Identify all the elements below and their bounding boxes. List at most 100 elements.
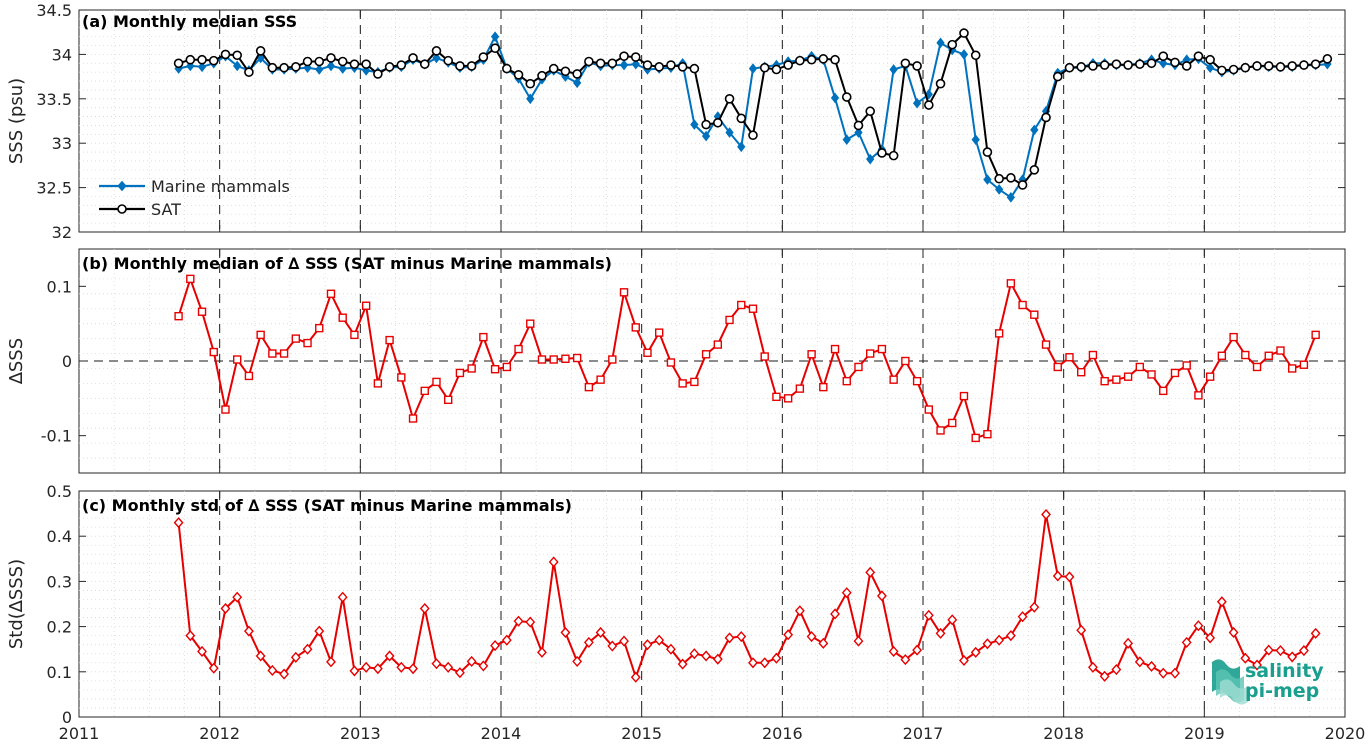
- data-point-delta: [1018, 300, 1027, 310]
- legend-marker-sat: [117, 204, 127, 214]
- data-point-marine: [725, 127, 734, 138]
- data-point-std: [806, 630, 817, 643]
- data-point-sat: [173, 58, 184, 69]
- data-point-sat: [525, 78, 536, 89]
- y-tick-label: 0.5: [47, 482, 72, 501]
- data-point-std: [1146, 660, 1157, 672]
- data-point-sat: [841, 92, 852, 102]
- data-point-delta: [315, 323, 324, 333]
- data-point-std: [490, 640, 501, 652]
- panel-a-title: (a) Monthly median SSS: [82, 12, 297, 31]
- data-point-sat: [1310, 59, 1321, 69]
- data-point-marine: [842, 134, 851, 145]
- data-point-std: [712, 653, 723, 665]
- data-point-delta: [174, 312, 183, 321]
- data-point-delta: [912, 376, 922, 386]
- data-point-std: [501, 634, 512, 646]
- data-point-sat: [619, 51, 629, 61]
- data-point-std: [279, 668, 290, 680]
- data-point-std: [923, 609, 934, 621]
- panel-b-ylabel: ∆SSS: [6, 338, 27, 385]
- data-point-std: [830, 608, 840, 620]
- data-point-delta: [619, 288, 629, 297]
- data-point-marine: [866, 153, 875, 165]
- data-point-sat: [783, 60, 793, 70]
- data-point-delta: [186, 274, 195, 284]
- data-point-delta: [994, 329, 1004, 338]
- data-point-sat: [642, 60, 653, 70]
- data-point-sat: [1146, 58, 1157, 69]
- data-point-marine: [936, 37, 945, 49]
- data-point-delta: [760, 352, 769, 361]
- data-point-sat: [185, 54, 196, 65]
- data-point-sat: [689, 63, 700, 74]
- data-point-marine: [1159, 57, 1168, 69]
- data-point-sat: [853, 120, 864, 131]
- data-point-std: [736, 630, 747, 643]
- panel-c-yticks: 0 0.1 0.2 0.3 0.4 0.5: [47, 482, 1345, 727]
- data-point-std: [701, 650, 712, 662]
- data-point-delta: [561, 354, 570, 363]
- data-point-delta: [233, 355, 242, 364]
- data-point-sat: [959, 28, 969, 38]
- data-point-delta: [444, 395, 453, 405]
- data-point-delta: [303, 338, 312, 348]
- y-tick-label: 34.5: [36, 1, 72, 20]
- data-point-delta: [467, 364, 476, 373]
- data-point-sat: [1088, 61, 1098, 71]
- data-point-delta: [584, 382, 594, 392]
- data-point-delta: [1041, 340, 1051, 349]
- data-point-std: [1158, 667, 1169, 679]
- data-point-std: [1193, 620, 1204, 632]
- data-point-std: [865, 566, 876, 578]
- data-point-delta: [783, 394, 793, 403]
- data-point-std: [197, 645, 207, 658]
- data-point-std: [1263, 644, 1274, 656]
- data-point-marine: [912, 97, 922, 109]
- data-point-std: [208, 662, 219, 674]
- data-point-std: [783, 629, 794, 641]
- data-point-delta: [737, 300, 746, 310]
- data-point-delta: [1170, 368, 1180, 378]
- data-point-delta: [1100, 376, 1109, 386]
- data-point-std: [1170, 667, 1180, 679]
- data-point-sat: [1240, 62, 1251, 73]
- panel-a-legend: Marine mammals SAT: [99, 177, 290, 219]
- data-point-marine: [573, 77, 582, 89]
- data-point-sat: [1217, 65, 1227, 76]
- data-point-sat: [630, 52, 641, 62]
- data-point-sat: [994, 173, 1004, 184]
- data-point-delta: [537, 355, 547, 364]
- panel-b-marks: [174, 274, 1320, 443]
- data-point-std: [537, 646, 547, 658]
- data-point-delta: [971, 433, 980, 443]
- salinity-pi-mep-logo: salinity pi-mep: [1212, 659, 1324, 705]
- data-point-sat: [1099, 60, 1110, 70]
- data-point-sat: [255, 46, 266, 56]
- data-point-std: [1087, 661, 1098, 673]
- data-point-std: [994, 634, 1005, 646]
- data-point-sat: [584, 56, 594, 67]
- data-point-delta: [1147, 370, 1156, 379]
- x-tick-label: 2015: [621, 724, 662, 743]
- y-tick-label: 33: [52, 134, 72, 153]
- data-point-std: [1099, 670, 1110, 682]
- data-point-delta: [397, 373, 406, 382]
- data-point-std: [1111, 663, 1122, 676]
- data-point-delta: [1135, 362, 1145, 372]
- data-point-sat: [900, 58, 911, 69]
- data-point-std: [888, 645, 899, 658]
- y-tick-label: 0.3: [47, 572, 72, 591]
- data-point-delta: [830, 344, 840, 354]
- data-point-sat: [1263, 61, 1274, 71]
- data-point-std: [361, 661, 372, 673]
- data-point-delta: [1030, 310, 1039, 319]
- data-point-std: [853, 635, 864, 647]
- data-point-sat: [1299, 60, 1309, 70]
- data-point-std: [1298, 645, 1309, 657]
- data-point-sat: [314, 56, 325, 67]
- data-point-marine: [748, 63, 758, 74]
- data-point-marine: [959, 49, 969, 60]
- data-point-std: [548, 556, 559, 568]
- data-point-delta: [1264, 351, 1273, 360]
